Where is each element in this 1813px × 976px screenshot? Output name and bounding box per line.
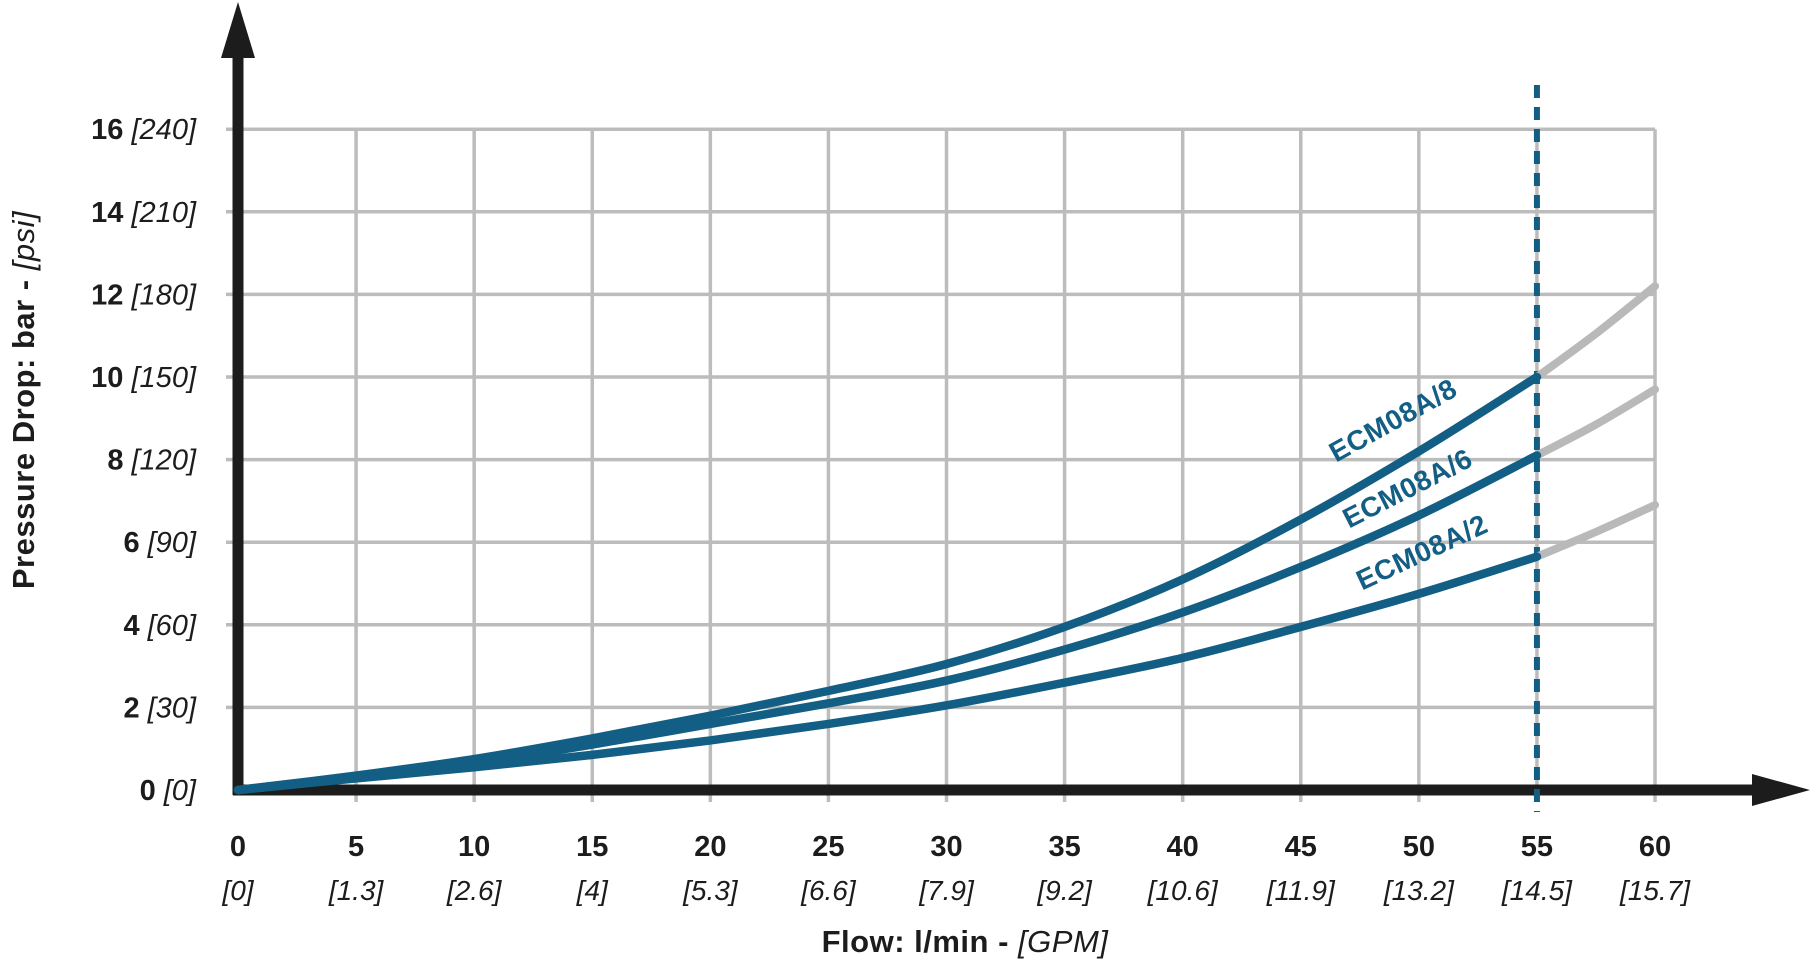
x-tick-alt-value: [4] (576, 875, 609, 906)
curve-ecm08a-2 (233, 552, 1542, 795)
curve-extensions (1532, 282, 1660, 561)
x-tick-value: 45 (1285, 831, 1317, 863)
x-tick-50: 50 [13.2] (1383, 831, 1455, 906)
x-tick-value: 0 (230, 831, 246, 863)
x-axis-arrowhead-icon (1752, 774, 1810, 806)
x-tick-alt-value: [9.2] (1036, 875, 1093, 906)
y-tick-labels: 0 [0] 2 [30] 4 [60] 6 [90] 8 [120] 10 [150] 12… (91, 114, 197, 807)
x-tick-25: 25 [6.6] (800, 831, 857, 906)
x-tick-5: 5 [1.3] (328, 831, 385, 906)
x-axis-title-main: Flow: l/min - (821, 924, 1009, 959)
y-axis-title: Pressure Drop: bar - [psi] (6, 211, 42, 589)
x-tick-value: 50 (1403, 831, 1435, 863)
curve-extension-ecm08a-2 (1532, 501, 1660, 561)
x-tick-45: 45 [11.9] (1266, 831, 1336, 906)
x-tick-labels: 0[0]5[1.3]10[2.6]15[4]20[5.3]25[6.6]30[7… (221, 831, 1691, 906)
x-tick-40: 40 [10.6] (1147, 831, 1219, 906)
y-tick-4: 4 [60] (123, 610, 197, 642)
x-tick-value: 55 (1521, 831, 1553, 863)
y-tick-10: 10 [150] (91, 362, 197, 394)
y-tick-6: 6 [90] (123, 527, 197, 559)
y-tick-8: 8 [120] (107, 445, 197, 477)
x-tick-0: 0[0] (221, 831, 254, 906)
x-tick-alt-value: [0] (221, 875, 254, 906)
x-tick-value: 5 (348, 831, 364, 863)
x-tick-value: 25 (812, 831, 844, 863)
x-tick-alt-value: [11.9] (1266, 875, 1336, 906)
x-tick-alt-value: [2.6] (446, 875, 503, 906)
x-tick-alt-value: [6.6] (800, 875, 857, 906)
x-axis-title-unit: [GPM] (1018, 924, 1109, 959)
x-tick-alt-value: [15.7] (1619, 875, 1691, 906)
x-tick-value: 35 (1048, 831, 1080, 863)
x-tick-55: 55 [14.5] (1501, 831, 1573, 906)
x-tick-alt-value: [5.3] (682, 875, 739, 906)
y-tick-12: 12 [180] (91, 279, 197, 311)
x-tick-alt-value: [10.6] (1147, 875, 1219, 906)
x-tick-alt-value: [14.5] (1501, 875, 1573, 906)
y-tick-14: 14 [210] (91, 197, 197, 229)
axes (221, 2, 1810, 806)
curves (233, 372, 1542, 795)
y-axis-arrowhead-icon (221, 2, 255, 58)
x-tick-20: 20 [5.3] (682, 831, 739, 906)
x-axis-title: Flow: l/min - [GPM] (822, 924, 1109, 960)
x-tick-30: 30 [7.9] (918, 831, 975, 906)
y-axis-title-main: Pressure Drop: bar - (6, 279, 41, 590)
x-tick-value: 30 (930, 831, 962, 863)
x-tick-value: 40 (1167, 831, 1199, 863)
x-tick-15: 15[4] (576, 831, 609, 906)
x-tick-10: 10 [2.6] (446, 831, 503, 906)
curve-extension-ecm08a-6 (1532, 385, 1660, 460)
x-tick-value: 10 (458, 831, 490, 863)
y-tick-16: 16 [240] (91, 114, 197, 146)
y-axis-title-unit: [psi] (6, 210, 41, 271)
x-tick-value: 20 (694, 831, 726, 863)
x-tick-value: 15 (576, 831, 608, 863)
x-tick-alt-value: [1.3] (328, 875, 385, 906)
x-tick-35: 35 [9.2] (1036, 831, 1093, 906)
curve-extension-ecm08a-8 (1532, 282, 1660, 381)
y-tick-0: 0 [0] (140, 775, 197, 807)
x-tick-value: 60 (1639, 831, 1671, 863)
x-tick-alt-value: [13.2] (1383, 875, 1455, 906)
x-tick-alt-value: [7.9] (918, 875, 975, 906)
x-tick-60: 60 [15.7] (1619, 831, 1691, 906)
y-tick-2: 2 [30] (123, 692, 197, 724)
